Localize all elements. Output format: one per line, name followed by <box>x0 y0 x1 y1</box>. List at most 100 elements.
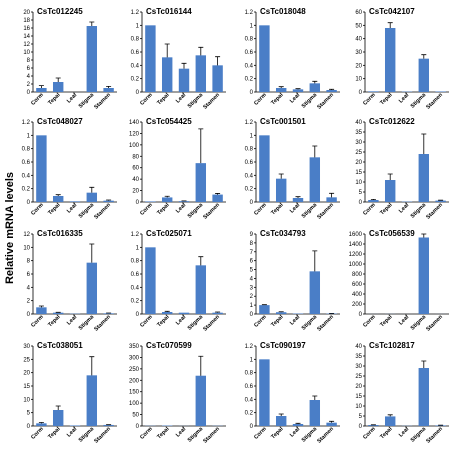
error-bar <box>55 77 61 82</box>
error-bar <box>312 250 318 272</box>
bar-corm <box>368 425 379 426</box>
error-bar <box>164 310 170 312</box>
y-tick-label: 0.4 <box>131 285 140 291</box>
y-tick-label: 8 <box>27 259 31 265</box>
y-tick-label: 12 <box>23 232 30 238</box>
category-label: Stamen <box>425 92 444 111</box>
y-tick-label: 0.8 <box>245 147 254 153</box>
y-tick-label: 0 <box>27 200 31 206</box>
y-tick-label: 30 <box>23 344 30 350</box>
bar-corm <box>145 25 156 92</box>
category-label: Leaf <box>66 426 78 438</box>
bar-stamen <box>326 422 337 426</box>
error-bar <box>278 86 284 88</box>
error-bar <box>198 256 204 266</box>
y-tick-label: 0 <box>136 90 140 96</box>
bar-leaf <box>69 201 81 202</box>
y-tick-label: 0.6 <box>22 160 31 166</box>
category-label: Corm <box>139 92 154 107</box>
error-bar <box>198 46 204 56</box>
category-label: Tepal <box>156 426 171 441</box>
y-tick-label: 0 <box>359 90 363 96</box>
y-tick-label: 20 <box>132 189 139 195</box>
bar-corm <box>259 359 270 426</box>
category-label: Stamen <box>202 92 221 111</box>
y-tick-label: 1 <box>136 23 140 29</box>
y-tick-label: 0 <box>136 312 140 318</box>
category-label: Leaf <box>398 92 410 104</box>
y-tick-label: 4 <box>250 276 254 282</box>
panel-title: CsTc012622 <box>369 117 415 126</box>
panel-title: CsTc054425 <box>146 117 192 126</box>
category-label: Stamen <box>93 314 112 333</box>
y-tick-label: 100 <box>129 143 140 149</box>
bar-stamen <box>326 197 337 202</box>
category-label: Stamen <box>202 314 221 333</box>
y-tick-label: 5 <box>359 414 363 420</box>
y-tick-label: 0 <box>250 90 254 96</box>
error-bar <box>295 88 301 90</box>
y-tick-label: 0.6 <box>131 50 140 56</box>
y-tick-label: 0 <box>27 90 31 96</box>
bar-tepal <box>52 82 64 92</box>
bar-tepal <box>275 312 287 314</box>
error-bar <box>278 413 284 416</box>
y-tick-label: 20 <box>23 10 30 16</box>
y-tick-label: 400 <box>352 292 363 298</box>
bar-corm <box>36 307 47 314</box>
y-tick-label: 300 <box>129 355 140 361</box>
panel-cstc048027: 0 0.2 0.4 0.6 0.8 1 1.2 CsTc048027 Corm Tepal Leaf… <box>22 117 117 221</box>
bar-stigma <box>86 375 98 426</box>
category-label: Tepal <box>270 92 285 107</box>
y-tick-label: 2 <box>27 299 31 305</box>
bar-leaf <box>292 89 304 92</box>
error-bar <box>215 311 221 313</box>
category-label: Tepal <box>379 202 394 217</box>
y-tick-label: 50 <box>132 413 139 419</box>
panel-cstc018048: 0 0.2 0.4 0.6 0.8 1 1.2 CsTc018048 Corm Tepal Leaf… <box>245 7 340 111</box>
y-tick-label: 0.2 <box>245 187 254 193</box>
error-bar <box>89 21 95 26</box>
panel-title: CsTc012245 <box>37 7 83 16</box>
bar-corm <box>145 247 156 314</box>
category-label: Corm <box>362 92 377 107</box>
y-tick-label: 25 <box>355 374 362 380</box>
axis-lines <box>32 346 117 427</box>
y-tick-label: 0.8 <box>22 147 31 153</box>
category-label: Stamen <box>316 92 335 111</box>
category-label: Corm <box>362 202 377 217</box>
category-label: Corm <box>30 92 45 107</box>
y-axis-label: Relative mRNA levels <box>4 172 16 284</box>
category-label: Leaf <box>289 202 301 214</box>
y-tick-label: 0.2 <box>245 411 254 417</box>
bar-tepal <box>161 57 173 92</box>
bar-stigma <box>86 262 98 314</box>
bar-stigma <box>86 192 98 202</box>
bar-stamen <box>435 91 446 92</box>
y-tick-label: 1 <box>250 357 254 363</box>
y-tick-label: 5 <box>27 411 31 417</box>
category-label: Tepal <box>379 426 394 441</box>
y-tick-label: 0.4 <box>22 173 31 179</box>
panel-cstc056539: 0 200 400 600 800 1000 1200 1400 1600 CsTc056539 C… <box>349 229 449 333</box>
category-label: Tepal <box>270 314 285 329</box>
axis-lines <box>141 346 226 427</box>
y-tick-label: 5 <box>359 190 363 196</box>
error-bar <box>421 360 427 368</box>
panel-cstc012622: 0 5 10 15 20 25 30 35 40 CsTc012622 Corm Tepal Leaf S… <box>355 117 449 221</box>
panel-title: CsTc090197 <box>260 341 306 350</box>
y-tick-label: 50 <box>355 23 362 29</box>
error-bar <box>89 243 95 263</box>
error-bar <box>278 173 284 179</box>
y-tick-label: 80 <box>132 154 139 160</box>
axis-lines <box>364 346 449 427</box>
error-bar <box>421 54 427 59</box>
bar-leaf <box>292 198 304 202</box>
y-tick-label: 0 <box>359 200 363 206</box>
category-label: Stamen <box>316 426 335 445</box>
error-bar <box>312 80 318 84</box>
y-tick-label: 60 <box>355 10 362 16</box>
error-bar <box>387 414 393 417</box>
error-bar <box>312 145 318 158</box>
